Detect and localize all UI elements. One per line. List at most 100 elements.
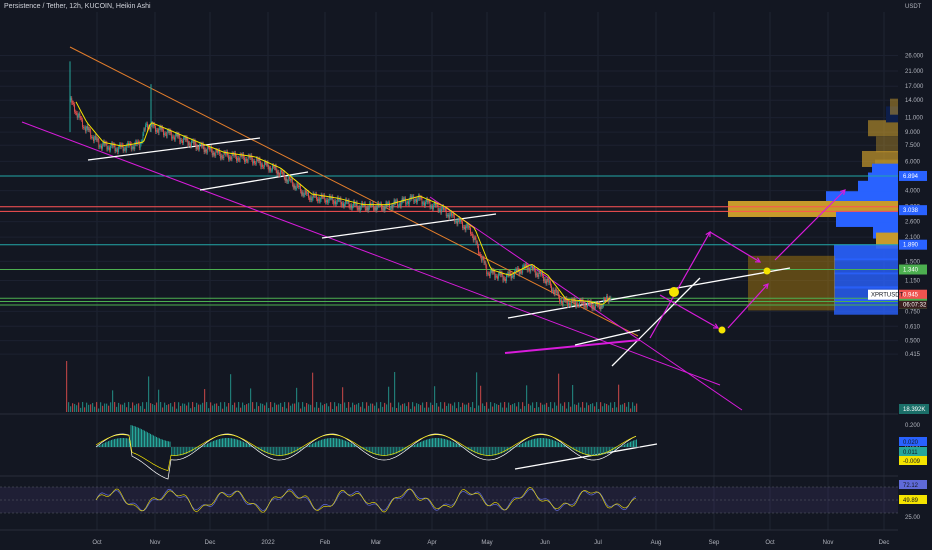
macd-histogram-bar [213, 440, 214, 447]
volume-bar [394, 372, 396, 412]
macd-histogram-bar [319, 440, 321, 447]
volume-bar [588, 405, 590, 412]
candle [546, 278, 548, 284]
candle [291, 178, 293, 185]
volume-bar [344, 402, 346, 412]
candle [174, 134, 176, 140]
candle [97, 138, 99, 141]
candle [432, 206, 434, 210]
candle [136, 141, 137, 145]
candle [365, 209, 367, 210]
volume-bar [628, 402, 630, 412]
candle [394, 200, 396, 203]
volume-bar [154, 405, 156, 412]
candle [210, 147, 211, 150]
candle [303, 194, 305, 196]
macd-histogram-bar [364, 447, 366, 451]
candle [316, 193, 317, 200]
candle [283, 172, 285, 178]
volume-bar [310, 404, 312, 412]
volume-bar [572, 384, 574, 412]
candle [478, 246, 479, 254]
volume-bar [74, 403, 76, 412]
macd-histogram-bar [276, 447, 277, 456]
candle [506, 275, 507, 282]
candle [598, 302, 600, 307]
candle [561, 300, 562, 303]
volume-bar [314, 407, 316, 412]
candle [94, 135, 96, 138]
candle [390, 205, 392, 208]
volume-bar [84, 407, 86, 412]
macd-histogram-bar [184, 447, 186, 455]
candle [311, 198, 313, 201]
volume-bar [82, 402, 84, 412]
candle [301, 192, 303, 195]
macd-histogram-bar [453, 442, 454, 447]
candle [411, 196, 413, 199]
candle [238, 159, 240, 161]
candle [118, 147, 119, 153]
candle [447, 215, 449, 216]
macd-histogram-bar [171, 447, 172, 456]
candle [570, 304, 571, 306]
volume-bar [188, 402, 190, 412]
macd-histogram-bar [535, 438, 537, 447]
volume-bar [288, 402, 290, 412]
volume-bar [70, 406, 72, 412]
volume-bar [158, 389, 160, 412]
price-label-text: 6.894 [903, 174, 919, 180]
volume-bar [114, 402, 116, 412]
candle [204, 149, 206, 152]
macd-histogram-bar [387, 447, 388, 456]
volume-bar [404, 403, 406, 412]
volume-bar [260, 403, 262, 412]
candle [583, 303, 585, 308]
candle [570, 299, 572, 306]
volume-bar [224, 402, 226, 412]
macd-histogram-bar [369, 447, 370, 453]
volume-bar [286, 408, 288, 412]
macd-histogram-bar [175, 447, 177, 456]
candle [115, 149, 117, 152]
volume-bar [450, 403, 452, 412]
projection-arrow [659, 294, 719, 329]
candle [405, 198, 407, 204]
volume-bar [354, 404, 356, 412]
candle [526, 266, 528, 271]
candle [147, 126, 149, 129]
macd-histogram-bar [534, 438, 535, 447]
macd-histogram-bar [114, 439, 115, 447]
macd-histogram-bar [577, 447, 579, 453]
projection-arrow [649, 231, 711, 339]
volume-bar [300, 408, 302, 412]
volume-bar [208, 408, 210, 412]
macd-histogram-bar [604, 447, 606, 455]
candle [171, 133, 173, 139]
volume-bar [562, 405, 564, 412]
macd-histogram-bar [283, 447, 285, 456]
macd-histogram-bar [522, 443, 523, 447]
macd-histogram-bar [381, 447, 382, 456]
volume-bar [184, 403, 186, 412]
volume-bar [294, 403, 296, 412]
volume-bar [626, 406, 628, 412]
candle [193, 140, 195, 144]
candle [554, 289, 556, 295]
volume-bar [400, 405, 402, 412]
macd-histogram-bar [280, 447, 282, 456]
candle [262, 164, 263, 167]
macd-histogram-bar [235, 439, 237, 447]
macd-histogram-bar [589, 447, 591, 456]
macd-histogram-bar [459, 445, 460, 447]
candle [299, 185, 300, 188]
candle [210, 147, 212, 151]
candle [451, 212, 452, 216]
candle [402, 198, 404, 201]
macd-histogram-bar [339, 438, 340, 447]
macd-histogram-bar [178, 447, 180, 456]
candle [252, 159, 254, 164]
macd-value-label: 0.020 [903, 440, 919, 446]
volume-bar [180, 405, 182, 412]
